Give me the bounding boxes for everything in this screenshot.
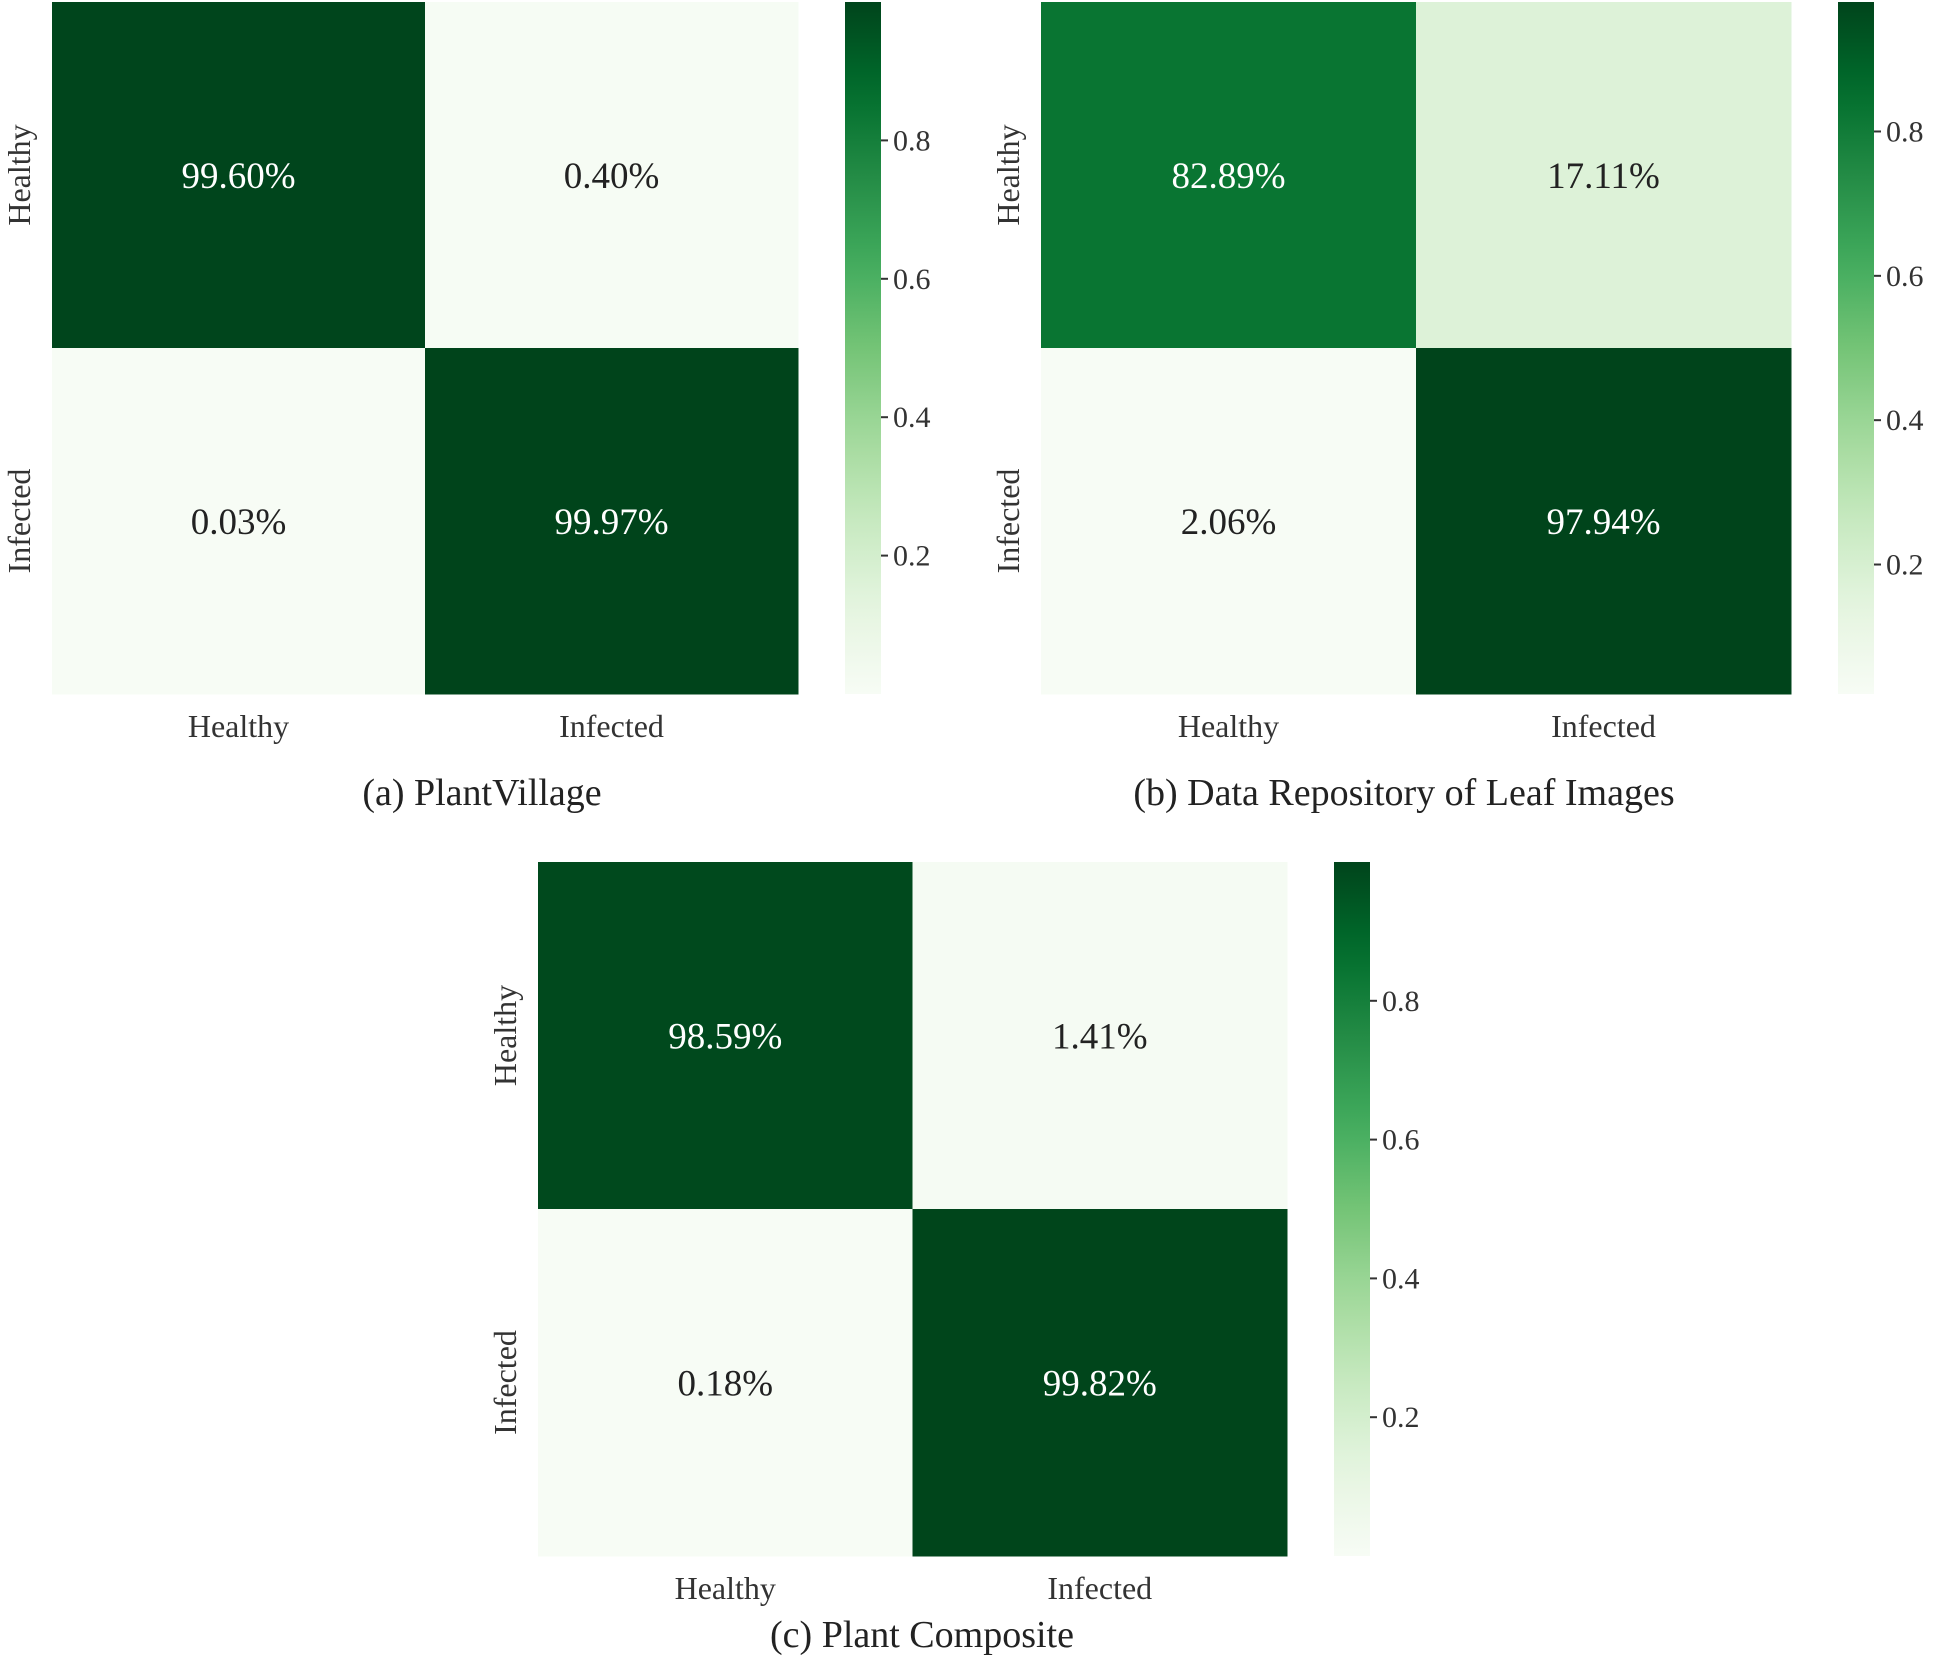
panel-caption: (a) PlantVillage	[362, 772, 601, 814]
cell-value-label: 0.40%	[564, 156, 660, 197]
column-tick-label: Infected	[1047, 1570, 1152, 1606]
column-tick-label: Healthy	[675, 1570, 776, 1606]
colorbar-tick-label: 0.4	[1382, 1262, 1420, 1295]
colorbar-tick-label: 0.8	[893, 124, 931, 157]
heatmap-cell-r1-c1	[1041, 2, 1417, 349]
colorbar-tick-label: 0.6	[1382, 1124, 1420, 1157]
row-tick-label: Infected	[990, 469, 1026, 574]
row-tick-label: Healthy	[990, 124, 1026, 225]
colorbar	[845, 2, 881, 694]
column-tick-label: Healthy	[188, 708, 289, 744]
cell-value-label: 0.18%	[677, 1364, 773, 1405]
row-tick-label: Healthy	[487, 985, 523, 1086]
heatmap-cell-r2-c2	[425, 348, 799, 695]
heatmap-cell-r2-c1	[538, 1209, 913, 1557]
colorbar-tick-label: 0.8	[1886, 115, 1924, 148]
panel-caption: (c) Plant Composite	[770, 1614, 1074, 1656]
heatmap-cell-r1-c2	[1416, 2, 1792, 349]
colorbar	[1838, 2, 1874, 694]
heatmap-cell-r2-c2	[1416, 348, 1792, 695]
heatmap-cell-r1-c2	[425, 2, 799, 349]
heatmap-panel-1: 99.60% 0.40% 0.03% 99.97% Healthy Infected Hea…	[1, 2, 931, 814]
heatmap-cell-r1-c1	[52, 2, 426, 349]
cell-value-label: 99.82%	[1043, 1364, 1157, 1405]
row-tick-label: Healthy	[1, 124, 37, 225]
cell-value-label: 98.59%	[668, 1017, 782, 1058]
colorbar-tick-label: 0.4	[1886, 404, 1924, 437]
row-tick-label: Infected	[487, 1330, 523, 1435]
colorbar-tick-label: 0.6	[893, 263, 931, 296]
colorbar-tick-label: 0.6	[1886, 260, 1924, 293]
heatmap-panel-2: 82.89% 17.11% 2.06% 97.94% Healthy Infected He…	[990, 2, 1924, 814]
heatmap-cell-r1-c1	[538, 862, 913, 1210]
heatmap-cell-r2-c2	[912, 1209, 1288, 1557]
row-tick-label: Infected	[1, 469, 37, 574]
cell-value-label: 99.60%	[181, 156, 295, 197]
column-tick-label: Infected	[1551, 708, 1656, 744]
column-tick-label: Healthy	[1178, 708, 1279, 744]
colorbar-tick-label: 0.8	[1382, 985, 1420, 1018]
cell-value-label: 1.41%	[1052, 1017, 1148, 1058]
cell-value-label: 82.89%	[1171, 156, 1285, 197]
colorbar-tick-label: 0.2	[1382, 1401, 1420, 1434]
heatmap-cell-r1-c2	[912, 862, 1288, 1210]
column-tick-label: Infected	[559, 708, 664, 744]
cell-value-label: 99.97%	[554, 502, 668, 543]
heatmap-cell-r2-c1	[1041, 348, 1417, 695]
colorbar-tick-label: 0.2	[1886, 549, 1924, 582]
cell-value-label: 2.06%	[1181, 502, 1277, 543]
colorbar-tick-label: 0.4	[893, 401, 931, 434]
colorbar-tick-label: 0.2	[893, 540, 931, 573]
cell-value-label: 97.94%	[1546, 502, 1660, 543]
cell-value-label: 0.03%	[191, 502, 287, 543]
heatmap-cell-r2-c1	[52, 348, 426, 695]
panel-caption: (b) Data Repository of Leaf Images	[1133, 772, 1674, 814]
colorbar	[1334, 862, 1370, 1556]
heatmap-panel-3: 98.59% 1.41% 0.18% 99.82% Healthy Infected Hea…	[487, 862, 1420, 1656]
cell-value-label: 17.11%	[1547, 156, 1660, 197]
